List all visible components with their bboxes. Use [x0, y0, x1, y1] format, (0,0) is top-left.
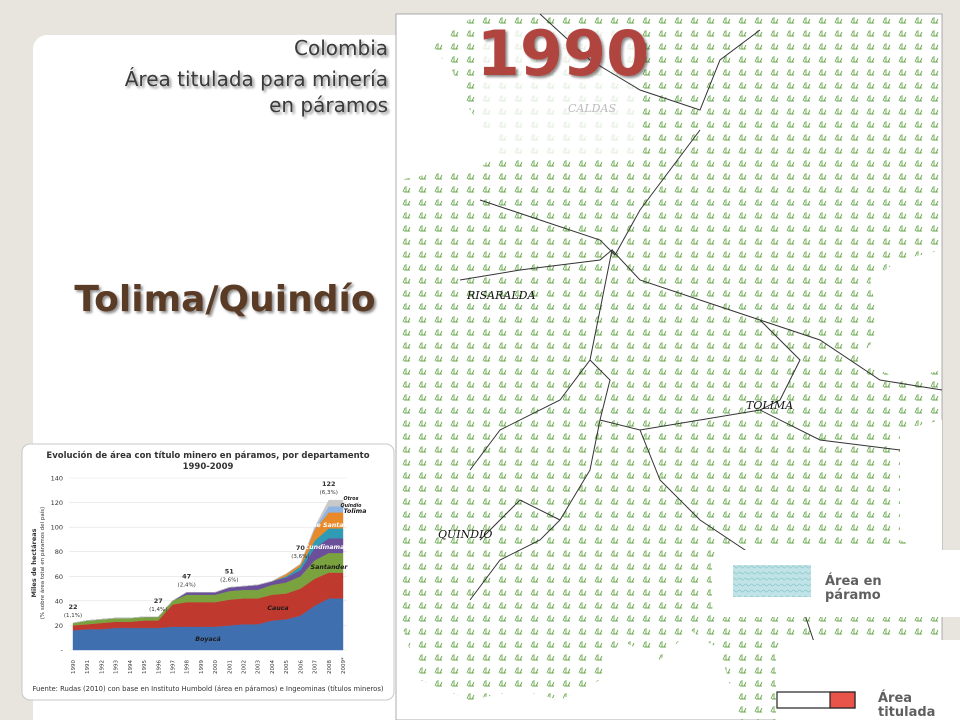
x-tick-label: 2007 — [313, 660, 319, 674]
x-tick-label: 1999 — [199, 660, 205, 674]
slide-title: Colombia Área titulada para minería en p… — [125, 36, 388, 117]
total-label: 122 — [322, 480, 336, 488]
map-label: QUINDIO — [438, 528, 492, 541]
x-tick-label: 2005 — [284, 660, 290, 674]
x-tick-label: 2003 — [256, 660, 262, 674]
series-label: Cauca — [267, 605, 288, 612]
region-title: Tolima/Quindío — [74, 279, 375, 320]
inset-chart: Evolución de área con título minero en p… — [21, 443, 395, 701]
y-axis-subtitle: (% sobre área total en páramos del país) — [39, 507, 46, 619]
map-label: TOLIMA — [746, 399, 793, 412]
map-label: RISARALDA — [466, 289, 535, 302]
total-label: 22 — [68, 603, 77, 611]
y-axis-title: Miles de hectáreas — [30, 528, 38, 597]
x-tick-label: 1992 — [99, 660, 105, 674]
series-label: Quindío — [341, 502, 363, 509]
y-tick-label: 140 — [51, 475, 63, 483]
x-tick-label: 2000 — [213, 660, 219, 674]
x-tick-label: 1990 — [71, 660, 77, 674]
x-tick-label: 2004 — [270, 660, 276, 674]
x-tick-label: 1993 — [114, 660, 120, 674]
x-tick-label: 2002 — [242, 660, 248, 674]
x-tick-label: 1997 — [170, 660, 176, 674]
legend-swatch — [829, 691, 856, 709]
x-tick-label: 1996 — [156, 660, 162, 674]
country: Colombia — [294, 36, 388, 60]
series-label: Otros — [344, 496, 359, 502]
subtitle-line: Área titulada para minería — [125, 67, 388, 91]
total-label: 47 — [182, 572, 191, 580]
y-tick-label: 80 — [55, 548, 63, 556]
share-label: (3,6%) — [291, 554, 309, 560]
x-tick-label: 1995 — [142, 660, 148, 674]
share-label: (1,1%) — [64, 613, 82, 619]
x-tick-label: 1991 — [85, 660, 91, 674]
share-label: (1,4%) — [149, 607, 167, 613]
series-label: N. de Santander — [302, 521, 361, 529]
inset-subtitle: 1990-2009 — [183, 462, 234, 472]
total-label: 27 — [154, 597, 163, 605]
series-label: Cundinamarca — [305, 544, 356, 551]
x-tick-label: 2008 — [327, 660, 333, 674]
y-tick-label: - — [61, 647, 64, 655]
map-gap — [900, 420, 942, 560]
map-year: 1990 — [477, 17, 650, 90]
year-backdrop — [482, 28, 642, 160]
x-tick-label: 2006 — [298, 660, 304, 674]
total-label: 70 — [296, 544, 306, 552]
series-label: Tolima — [344, 508, 367, 515]
inset-title: Evolución de área con título minero en p… — [46, 450, 369, 461]
share-label: (6,3%) — [320, 490, 338, 496]
paramo-area — [400, 14, 942, 720]
subtitle-line: en páramos — [269, 93, 388, 117]
share-label: (2,6%) — [220, 577, 238, 583]
legend-label: Área titulada — [878, 691, 936, 720]
y-tick-label: 20 — [55, 622, 63, 630]
series-label: Santander — [311, 563, 349, 571]
map-label: CALDAS — [568, 102, 616, 115]
y-tick-label: 40 — [55, 597, 63, 605]
share-label: (2,4%) — [178, 582, 196, 588]
x-tick-label: 2009* — [341, 657, 347, 674]
y-tick-label: 120 — [51, 499, 63, 507]
y-tick-label: 100 — [51, 524, 63, 532]
series-label: Boyacá — [195, 635, 220, 643]
total-label: 51 — [225, 567, 235, 575]
legend-swatch — [733, 565, 811, 597]
x-tick-label: 1998 — [185, 660, 191, 674]
x-tick-label: 2001 — [227, 660, 233, 674]
x-tick-label: 1994 — [128, 660, 134, 674]
boundaries — [459, 13, 943, 661]
legend-label: Área en páramo — [825, 574, 882, 603]
y-tick-label: 60 — [55, 573, 63, 581]
source: Fuente: Rudas (2010) con base en Institu… — [32, 685, 383, 693]
area — [72, 499, 344, 624]
